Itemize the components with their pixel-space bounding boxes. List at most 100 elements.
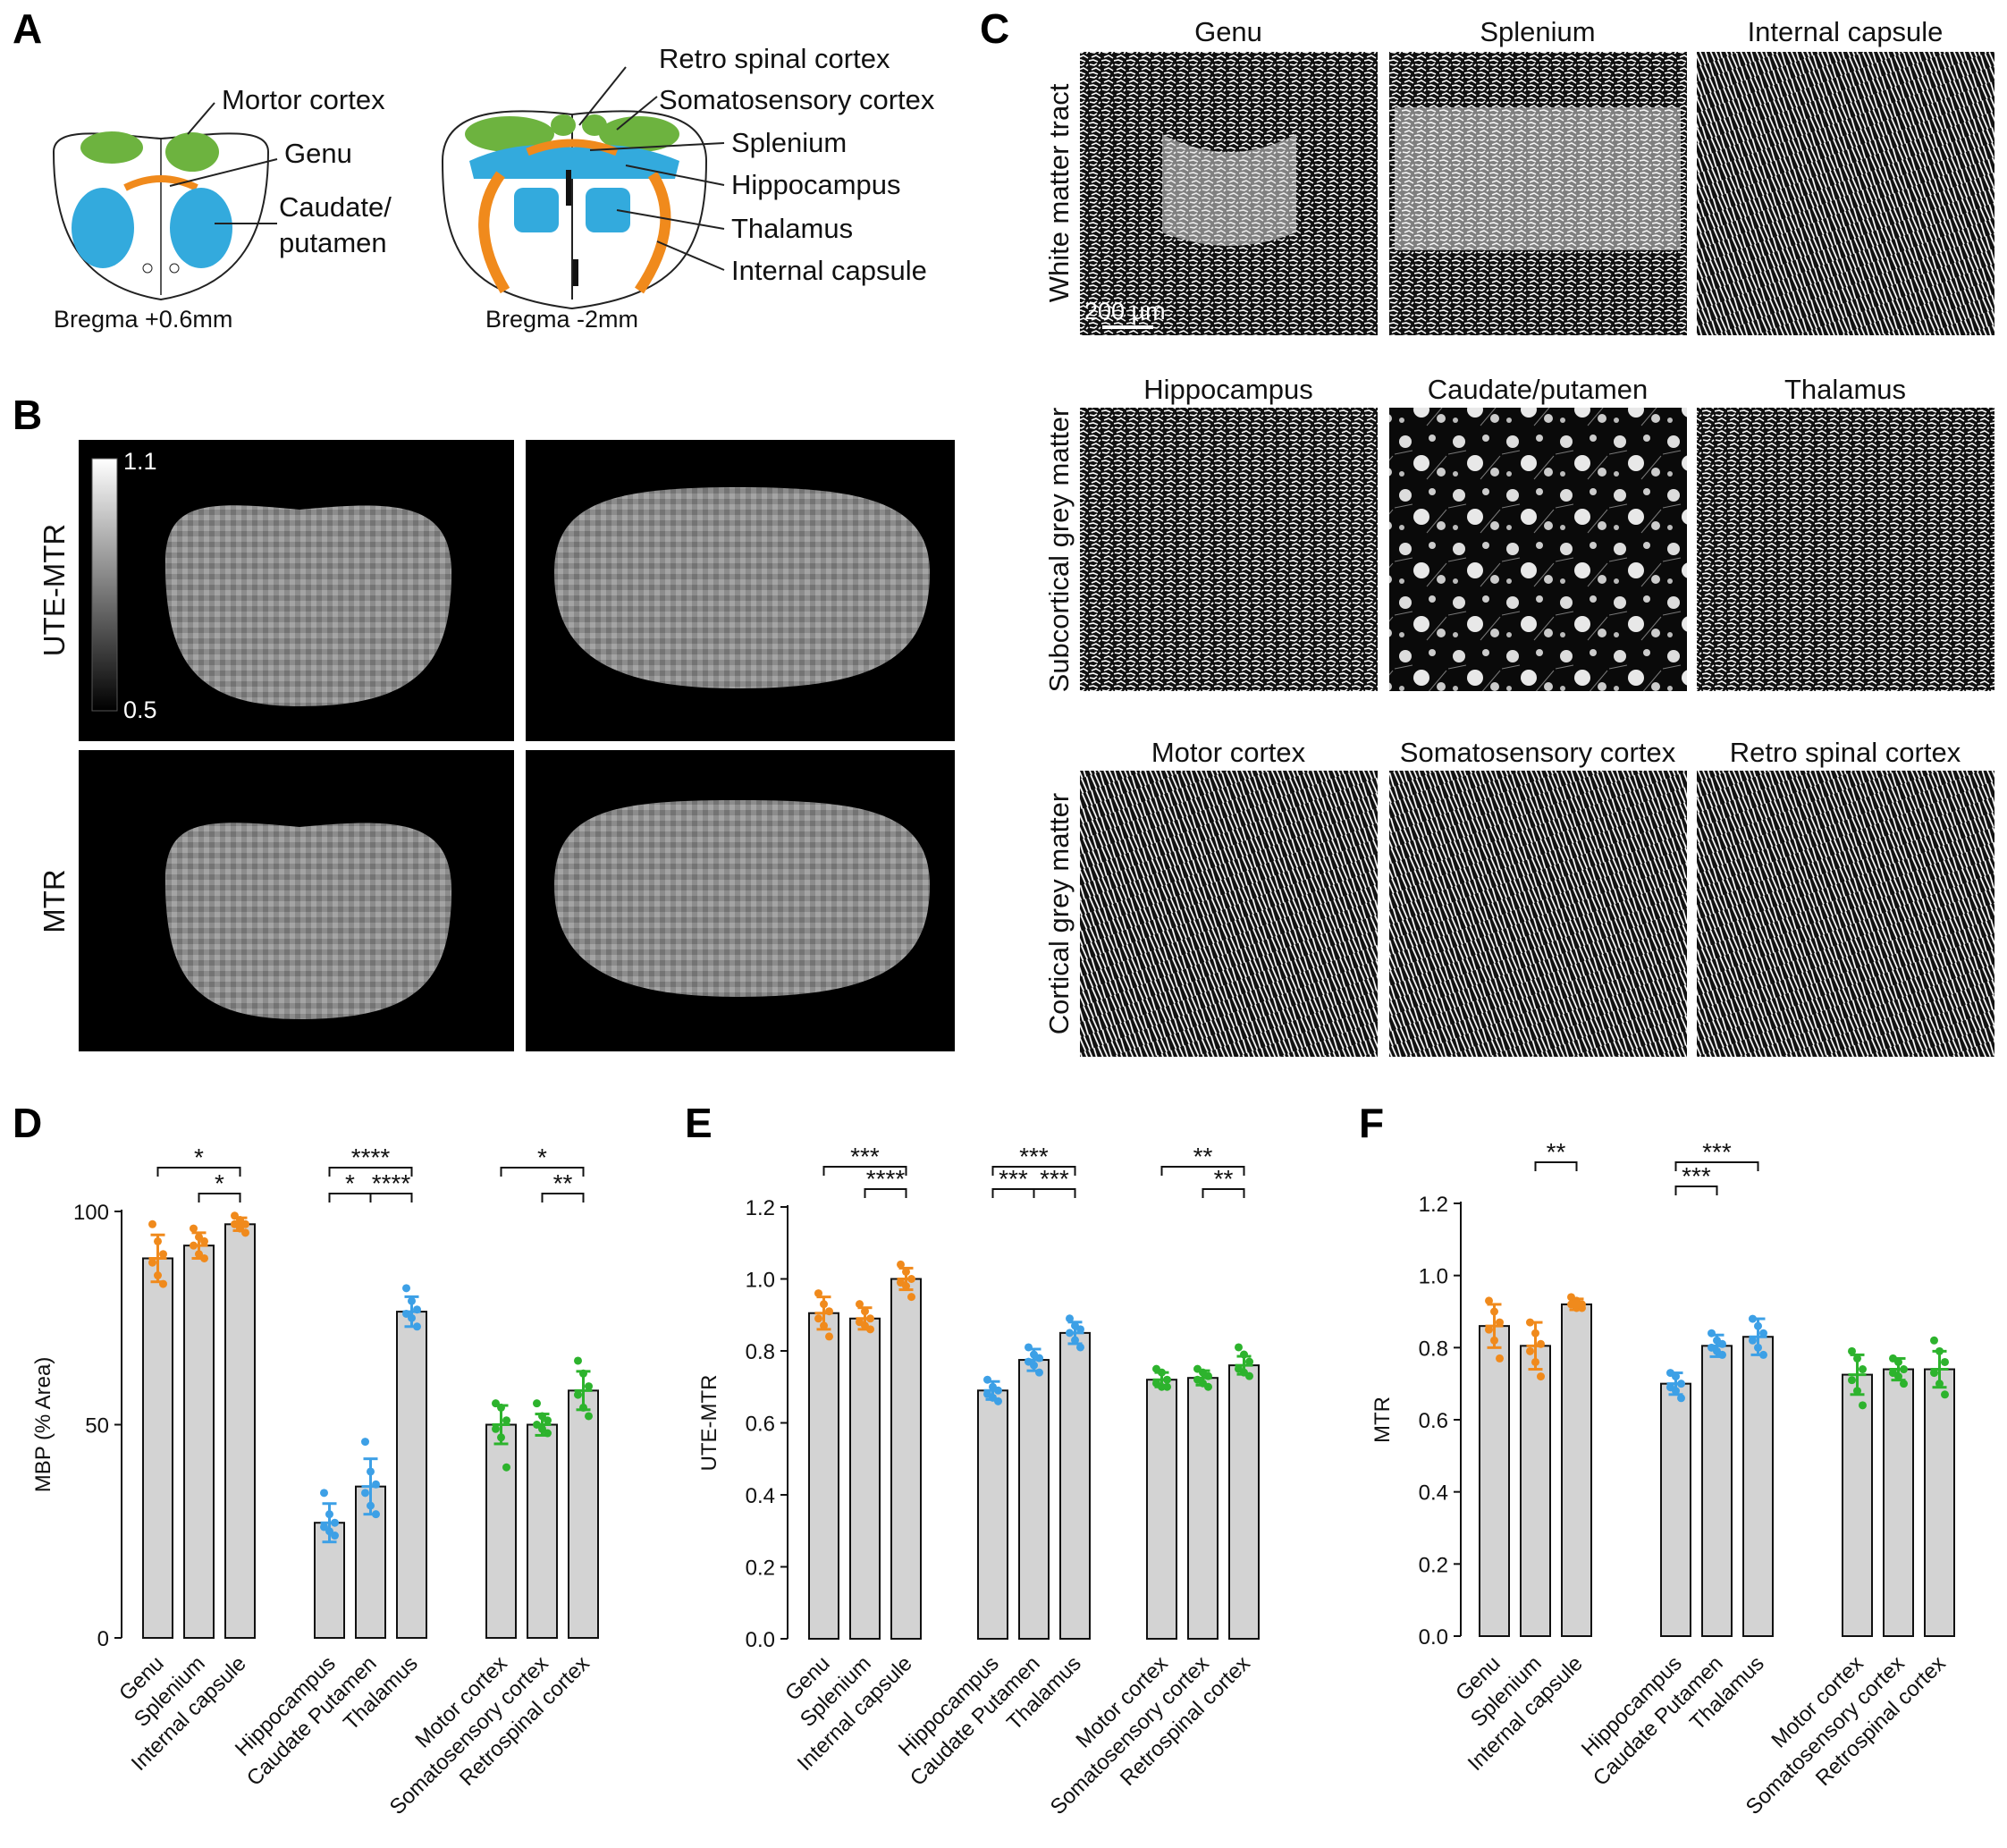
data-point <box>1900 1380 1908 1388</box>
tile-somatosensory-cortex <box>1389 771 1687 1057</box>
significance-stars: ** <box>553 1169 573 1197</box>
significance-stars: **** <box>866 1165 906 1193</box>
panel-c-tiles <box>1080 52 1994 1057</box>
significance-bracket <box>500 1167 585 1177</box>
bar <box>1479 1325 1510 1637</box>
data-point <box>1076 1343 1084 1352</box>
panel-a-left-section <box>52 102 278 301</box>
data-point <box>1859 1365 1867 1374</box>
significance-stars: **** <box>351 1143 391 1171</box>
caudate-right-region <box>170 188 232 268</box>
data-point <box>361 1489 369 1498</box>
data-point <box>574 1390 582 1399</box>
data-point <box>502 1463 510 1472</box>
significance-bracket <box>541 1193 585 1202</box>
data-point <box>402 1284 410 1293</box>
data-point <box>1496 1354 1504 1363</box>
bar <box>396 1311 427 1639</box>
significance-bracket <box>1534 1161 1578 1171</box>
label-caudate: Caudate/ <box>279 191 392 223</box>
tile-title-internal-capsule: Internal capsule <box>1748 16 1944 47</box>
data-point <box>1677 1394 1685 1403</box>
data-point <box>1076 1325 1084 1334</box>
significance-stars: * <box>194 1143 204 1171</box>
panel-b-images <box>79 440 955 1051</box>
chart-e: 0.00.20.40.60.81.01.2UTE-MTRGenuSplenium… <box>697 1143 1260 1819</box>
label-internal-capsule: Internal capsule <box>731 255 927 286</box>
significance-bracket <box>198 1193 241 1202</box>
data-point <box>190 1224 198 1233</box>
data-point <box>1859 1401 1867 1410</box>
caption-bregma-plus: Bregma +0.6mm <box>54 306 232 333</box>
data-point <box>1749 1336 1757 1345</box>
significance-stars: ** <box>1547 1138 1566 1166</box>
data-point <box>320 1523 328 1532</box>
row-label-white-matter: White matter tract <box>1043 83 1075 302</box>
data-point <box>148 1258 156 1267</box>
genu-region <box>123 175 198 191</box>
panel-label-d: D <box>13 1100 42 1146</box>
significance-bracket <box>1202 1188 1245 1198</box>
data-point <box>1066 1314 1074 1323</box>
data-point <box>1526 1346 1534 1355</box>
tile-title-thalamus: Thalamus <box>1784 374 1906 405</box>
significance-bracket <box>1674 1161 1759 1171</box>
y-tick-label: 0.6 <box>746 1413 775 1437</box>
data-point <box>814 1314 822 1323</box>
y-tick-label: 0.4 <box>746 1484 775 1508</box>
y-axis-label: MBP (% Area) <box>31 1357 55 1493</box>
data-point <box>1537 1372 1545 1381</box>
y-tick-label: 0 <box>97 1627 109 1651</box>
label-somatosensory-cortex: Somatosensory cortex <box>659 84 935 115</box>
label-motor-cortex: Mortor cortex <box>222 84 385 115</box>
significance-stars: **** <box>372 1169 411 1197</box>
significance-bracket <box>1160 1166 1245 1176</box>
data-point <box>574 1356 582 1365</box>
tile-caudate-putamen <box>1389 408 1687 691</box>
significance-stars: *** <box>850 1143 880 1170</box>
data-point <box>533 1399 541 1408</box>
bar <box>1742 1336 1774 1637</box>
bar <box>568 1389 599 1639</box>
data-point <box>585 1382 593 1391</box>
tile-title-retro-spinal-cortex: Retro spinal cortex <box>1730 737 1961 768</box>
y-tick-label: 1.0 <box>746 1269 775 1293</box>
bar <box>1059 1331 1091 1640</box>
bar <box>1146 1379 1177 1640</box>
data-point <box>148 1219 156 1228</box>
bar <box>527 1423 558 1639</box>
tile-motor-cortex <box>1080 771 1378 1057</box>
bar <box>977 1389 1008 1641</box>
significance-stars: * <box>345 1169 355 1197</box>
significance-bracket <box>1033 1188 1076 1198</box>
bar <box>485 1423 517 1639</box>
y-tick-label: 100 <box>73 1201 109 1225</box>
data-point <box>825 1332 833 1341</box>
data-point <box>320 1489 328 1498</box>
data-point <box>159 1250 167 1259</box>
label-splenium: Splenium <box>731 127 847 158</box>
row-label-cortical: Cortical grey matter <box>1043 793 1075 1034</box>
significance-stars: * <box>215 1169 224 1197</box>
y-tick-label: 0.2 <box>746 1557 775 1581</box>
y-tick-label: 1.2 <box>1419 1193 1448 1217</box>
caudate-left-region <box>72 188 134 268</box>
data-point <box>1941 1390 1949 1399</box>
data-point <box>856 1300 864 1309</box>
significance-bracket <box>991 1166 1076 1176</box>
panel-label-b: B <box>13 392 42 438</box>
label-putamen: putamen <box>279 227 387 258</box>
motor-cortex-left-region <box>80 131 143 164</box>
significance-bracket <box>328 1167 413 1177</box>
bar <box>142 1257 173 1639</box>
bar <box>1018 1359 1050 1640</box>
significance-stars: *** <box>999 1165 1028 1193</box>
scale-bar-label: 200 µm <box>1084 298 1166 325</box>
data-point <box>331 1532 339 1540</box>
tile-title-genu: Genu <box>1194 16 1262 47</box>
y-tick-label: 0.4 <box>1419 1481 1448 1506</box>
bar <box>183 1245 215 1640</box>
y-axis-label: UTE-MTR <box>697 1375 721 1472</box>
